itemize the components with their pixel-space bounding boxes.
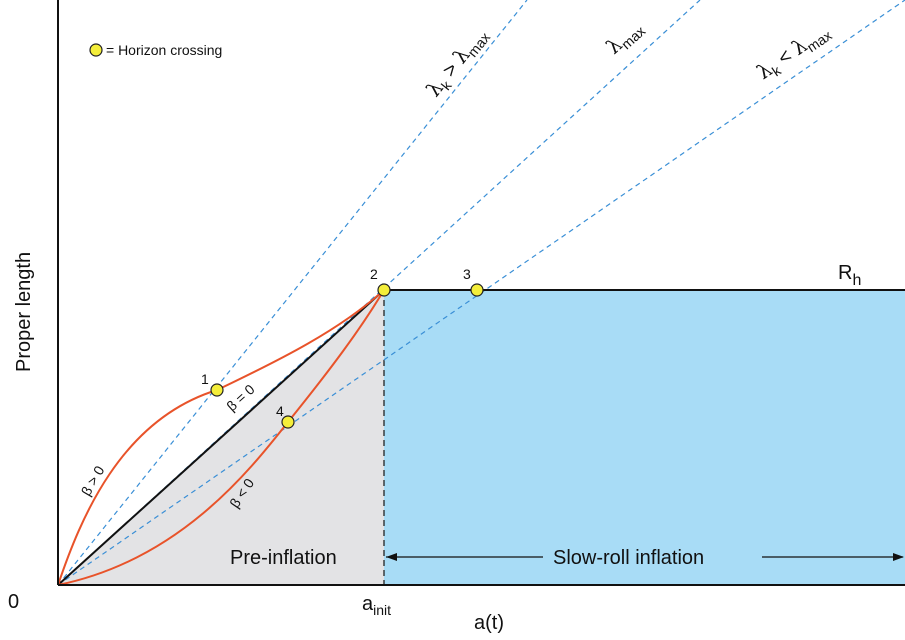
- ray-label-mid: λmax: [601, 15, 648, 61]
- point-label-3: 3: [463, 266, 471, 282]
- point-label-4: 4: [276, 403, 284, 419]
- arrowhead-left-icon: [386, 553, 397, 561]
- horizon-crossing-3: [470, 283, 484, 297]
- horizon-label: Rh: [838, 262, 861, 289]
- pre-inflation-label: Pre-inflation: [230, 547, 337, 569]
- beta-pos-label: β > 0: [78, 463, 108, 499]
- arrowhead-right-icon: [893, 553, 904, 561]
- ray-steep: [57, 0, 528, 586]
- ray-label-shallow: λk < λmax: [752, 18, 835, 87]
- beta-neg-curve: [57, 289, 385, 586]
- horizon-crossing-2: [377, 283, 391, 297]
- point-label-1: 1: [201, 371, 209, 387]
- a-init-label: ainit: [362, 593, 391, 618]
- origin-label: 0: [8, 591, 19, 613]
- legend-marker-icon: [89, 43, 103, 57]
- slow-roll-region: [384, 290, 905, 585]
- ray-label-steep: λk > λmax: [421, 22, 493, 103]
- horizon-crossing-1: [210, 383, 224, 397]
- x-axis-label: a(t): [474, 612, 504, 634]
- y-axis-label: Proper length: [13, 252, 35, 372]
- slow-roll-label: Slow-roll inflation: [553, 547, 704, 569]
- beta-zero-line: [57, 289, 385, 586]
- legend-text: = Horizon crossing: [106, 42, 222, 58]
- point-label-2: 2: [370, 266, 378, 282]
- horizon-crossing-4: [281, 415, 295, 429]
